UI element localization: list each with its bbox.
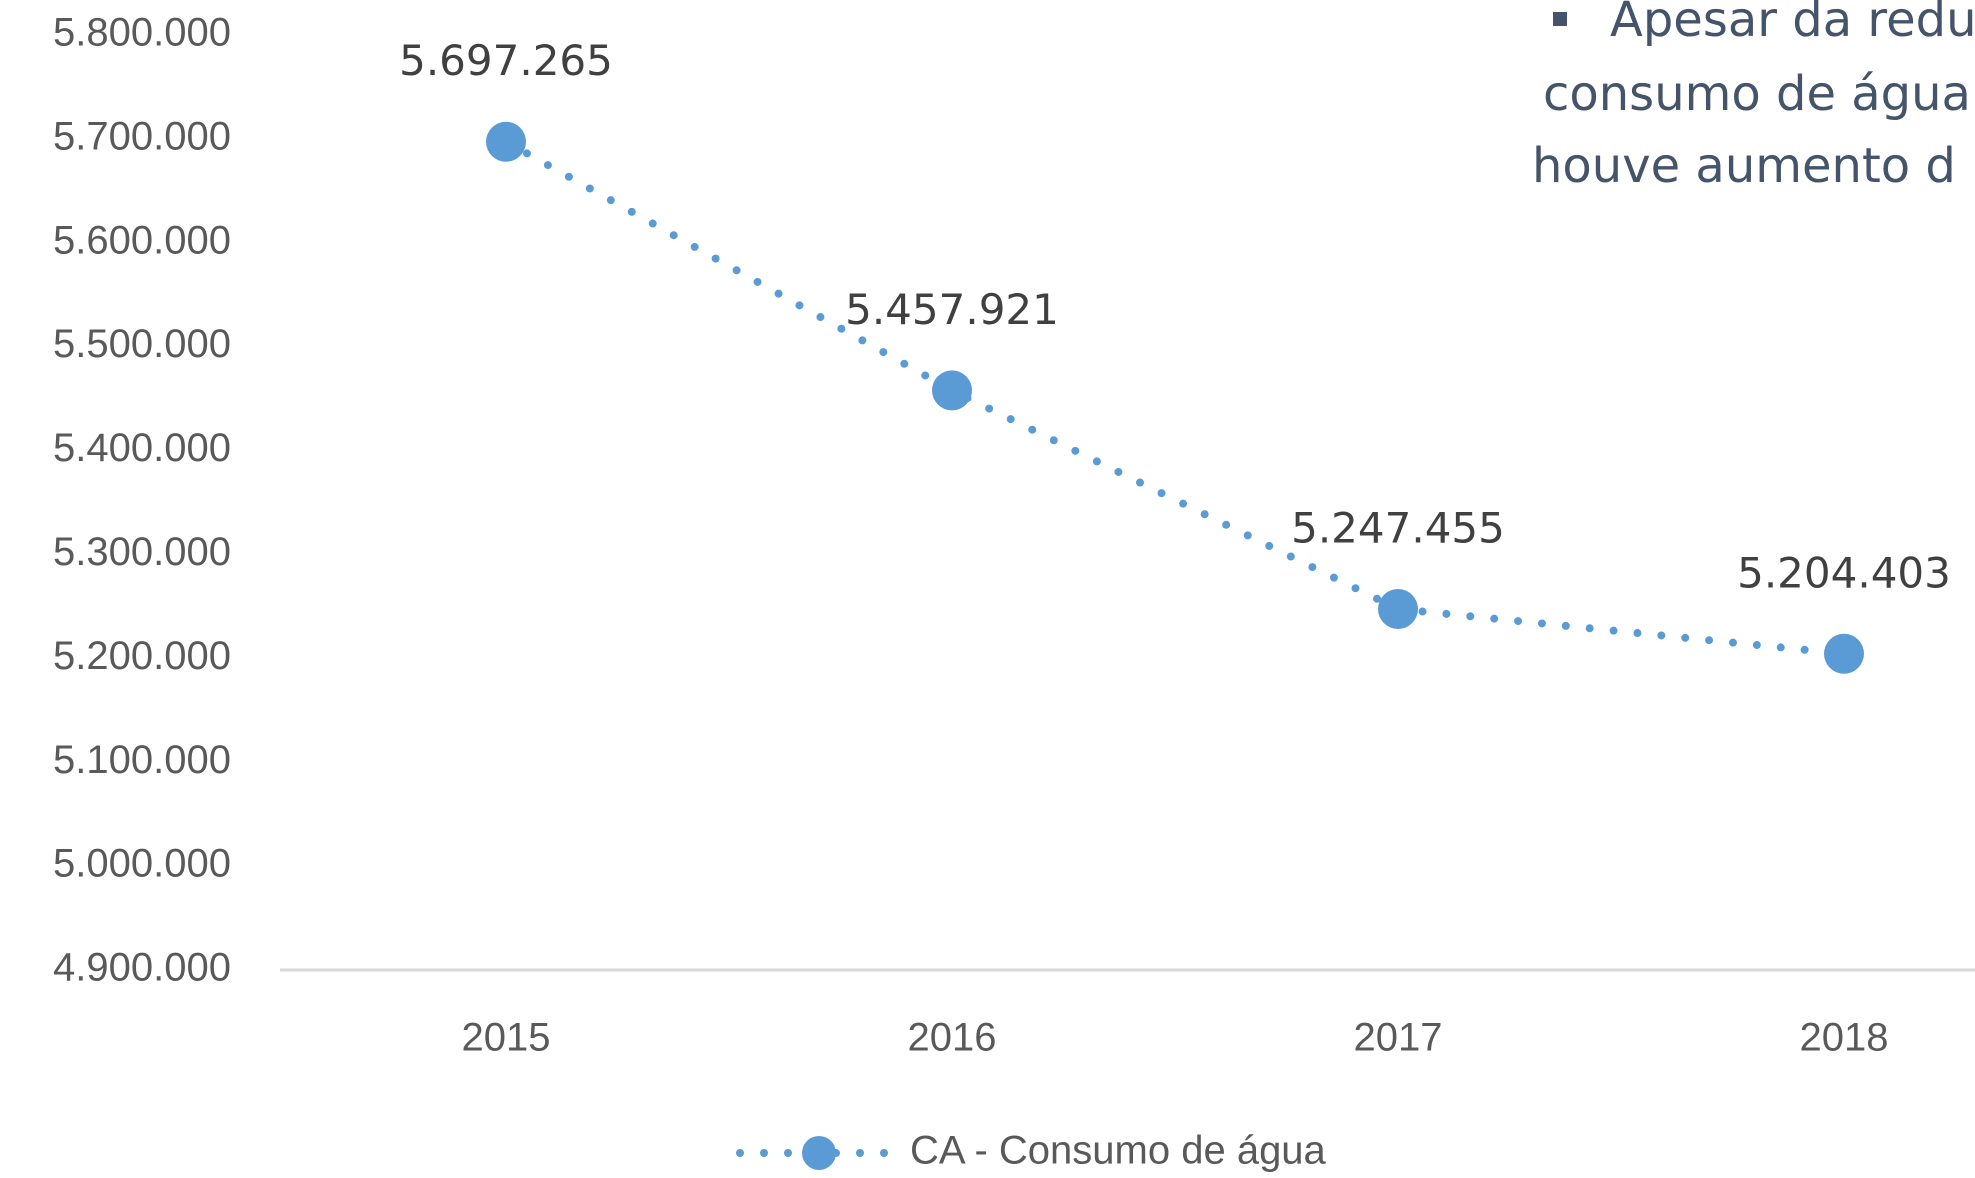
y-tick-label: 5.200.000 — [53, 634, 231, 678]
y-tick-label: 5.100.000 — [53, 738, 231, 782]
annotation: consumo de água — [1543, 66, 1971, 122]
y-tick-label: 5.700.000 — [53, 114, 231, 158]
data-label: 5.457.921 — [845, 285, 1059, 334]
y-tick-label: 5.600.000 — [53, 218, 231, 262]
x-tick-label: 2015 — [462, 1016, 551, 1060]
data-point — [486, 121, 526, 162]
data-line — [502, 137, 1848, 658]
annotation: houve aumento d — [1532, 138, 1956, 194]
annotation: Apesar da redu — [1610, 0, 1975, 48]
y-tick-label: 5.500.000 — [53, 322, 231, 366]
y-tick-label: 5.000.000 — [53, 842, 231, 886]
x-tick-label: 2018 — [1800, 1016, 1889, 1060]
bullet — [1553, 12, 1567, 26]
y-tick-label: 5.400.000 — [53, 426, 231, 470]
legend-marker — [802, 1136, 836, 1170]
y-tick-label: 5.800.000 — [53, 11, 231, 55]
x-tick-label: 2017 — [1354, 1016, 1443, 1060]
data-point — [1378, 589, 1418, 630]
legend-label: CA - Consumo de água — [910, 1129, 1327, 1173]
x-tick-label: 2016 — [908, 1016, 997, 1060]
data-label: 5.247.455 — [1291, 504, 1505, 553]
data-label: 5.697.265 — [399, 36, 613, 85]
data-point — [932, 370, 972, 411]
data-point — [1824, 633, 1864, 674]
y-tick-label: 5.300.000 — [53, 530, 231, 574]
data-label: 5.204.403 — [1737, 548, 1951, 597]
y-tick-label: 4.900.000 — [53, 946, 231, 990]
